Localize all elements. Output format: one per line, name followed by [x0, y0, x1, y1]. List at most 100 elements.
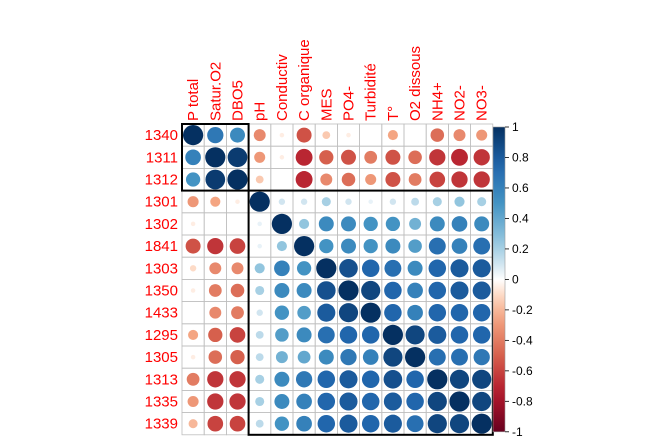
- corr-point-1335-O2-dissous: [406, 392, 424, 411]
- corr-point-1295-O2-dissous: [405, 325, 425, 345]
- corr-point-1305-pH: [255, 353, 264, 362]
- corr-point-1313-NO3-: [472, 369, 492, 389]
- corr-point-1312-MES: [320, 173, 333, 186]
- corr-point-1312-NO3-: [473, 171, 490, 188]
- colorbar-tick-label: -0.8: [512, 394, 533, 408]
- row-label: 1305: [145, 349, 178, 366]
- corr-point-1301-O2-dissous: [411, 197, 420, 206]
- colorbar-tick-label: -0.2: [512, 303, 533, 317]
- corr-point-1311-T-: [385, 149, 401, 165]
- corr-point-1841-P-total: [185, 238, 201, 254]
- row-label: 1312: [145, 172, 178, 189]
- column-label: Turbidité: [363, 63, 380, 121]
- corr-point-1335-Conductiv: [274, 394, 290, 409]
- corr-point-1302-NO3-: [474, 216, 490, 232]
- corr-point-1350-DBO5: [230, 283, 245, 298]
- corr-point-1335-Turbidit-: [361, 392, 380, 411]
- corr-point-1312-T-: [385, 172, 401, 187]
- corr-point-1302-C-organique: [299, 218, 310, 229]
- corr-point-1302-Conductiv: [271, 213, 292, 234]
- corr-point-1312-P-total: [185, 172, 201, 187]
- grid-cell: [270, 167, 294, 191]
- grid-cell: [181, 301, 205, 325]
- corr-point-1305-Conductiv: [275, 351, 288, 364]
- corr-point-1303-PO4-: [339, 258, 358, 278]
- colorbar-tick-label: 0.4: [512, 211, 529, 225]
- colorbar: 1 0.8 0.6 0.4 0.2 0 -0.2 -0.4 -0.6 -0.8 -1: [492, 120, 533, 439]
- corr-point-1301-DBO5: [235, 199, 240, 204]
- corr-point-1313-T-: [383, 369, 403, 389]
- corr-point-1433-PO4-: [338, 303, 359, 323]
- corr-point-1303-Turbidit-: [361, 259, 380, 278]
- corr-point-1339-pH: [255, 419, 264, 428]
- corr-point-1303-NH4-: [428, 259, 447, 278]
- corr-point-1302-P-total: [190, 221, 196, 227]
- corr-point-1295-PO4-: [339, 326, 358, 344]
- corr-point-1335-NO3-: [472, 391, 492, 412]
- corr-point-1301-Turbidit-: [368, 199, 373, 204]
- corr-point-1311-NO2-: [451, 148, 468, 166]
- corr-point-1339-MES: [317, 414, 336, 433]
- corr-point-1841-DBO5: [229, 238, 246, 254]
- corr-point-1311-P-total: [185, 149, 201, 166]
- corr-point-1295-Conductiv: [275, 328, 289, 342]
- corr-point-1335-MES: [317, 392, 336, 411]
- colorbar-tick-label: -1: [512, 425, 523, 439]
- corr-point-1841-PO4-: [341, 238, 356, 254]
- row-label: 1295: [145, 327, 178, 344]
- corr-point-1335-NH4-: [427, 391, 447, 412]
- corr-point-1311-MES: [319, 150, 334, 165]
- column-label: Conductiv: [274, 54, 291, 121]
- corr-point-1311-Conductiv: [279, 155, 285, 160]
- colorbar-tick-label: -0.4: [512, 333, 533, 347]
- corr-point-1301-T-: [389, 198, 397, 205]
- corr-point-1841-Conductiv: [276, 241, 287, 252]
- column-label: NH4+: [429, 82, 446, 121]
- corr-point-1311-O2-dissous: [408, 150, 422, 165]
- corr-point-1312-Satur-O2: [205, 169, 226, 190]
- corr-point-1311-PO4-: [341, 149, 356, 165]
- corr-point-1312-DBO5: [227, 169, 248, 190]
- cluster-box-1: [181, 123, 250, 192]
- colorbar-gradient: [492, 126, 506, 433]
- corr-point-1295-C-organique: [296, 327, 312, 343]
- corr-point-1305-NO2-: [451, 348, 468, 366]
- corr-point-1301-NO3-: [477, 197, 487, 207]
- corr-point-1339-Turbidit-: [361, 414, 380, 433]
- column-label: Satur.O2: [207, 62, 224, 121]
- corr-point-1335-C-organique: [296, 393, 312, 410]
- corr-point-1350-P-total: [190, 288, 196, 293]
- corr-point-1295-NO3-: [472, 326, 491, 344]
- corr-point-1313-P-total: [186, 372, 200, 386]
- corr-point-1302-MES: [318, 216, 334, 232]
- corr-point-1295-DBO5: [229, 327, 246, 343]
- corr-point-1312-Turbidit-: [365, 173, 377, 186]
- column-label: T°: [385, 106, 402, 121]
- corr-point-1350-Turbidit-: [361, 280, 381, 301]
- corr-point-1339-T-: [383, 414, 402, 433]
- corr-point-1303-pH: [254, 263, 265, 274]
- corr-point-1302-PO4-: [341, 216, 356, 232]
- row-labels: 1340 1311 1312 1301 1302 1841 1303 1350 1433 1295…: [145, 127, 178, 433]
- corr-point-1302-Turbidit-: [363, 216, 378, 232]
- corr-point-1841-T-: [385, 238, 401, 254]
- corr-point-1312-PO4-: [341, 172, 356, 187]
- corr-point-1841-MES: [319, 238, 334, 254]
- corr-point-1339-PO4-: [339, 414, 358, 433]
- corr-point-1350-Satur-O2: [208, 284, 222, 297]
- corr-point-1305-DBO5: [230, 349, 245, 365]
- corr-point-1433-NH4-: [428, 303, 447, 322]
- corr-point-1305-NH4-: [428, 348, 446, 366]
- corr-point-1303-NO2-: [450, 259, 469, 278]
- corr-point-1305-MES: [318, 349, 334, 365]
- corr-point-1301-Satur-O2: [210, 196, 221, 207]
- corr-point-1311-Turbidit-: [364, 150, 378, 164]
- corr-point-1350-NH4-: [428, 281, 447, 300]
- corr-point-1433-NO2-: [450, 303, 469, 322]
- corr-point-1305-C-organique: [297, 350, 311, 364]
- corr-point-1301-pH: [249, 191, 270, 212]
- corr-point-1305-P-total: [190, 354, 196, 360]
- corr-point-1339-NH4-: [427, 414, 447, 434]
- corr-point-1841-Satur-O2: [207, 237, 224, 255]
- corr-point-1311-C-organique: [295, 148, 313, 166]
